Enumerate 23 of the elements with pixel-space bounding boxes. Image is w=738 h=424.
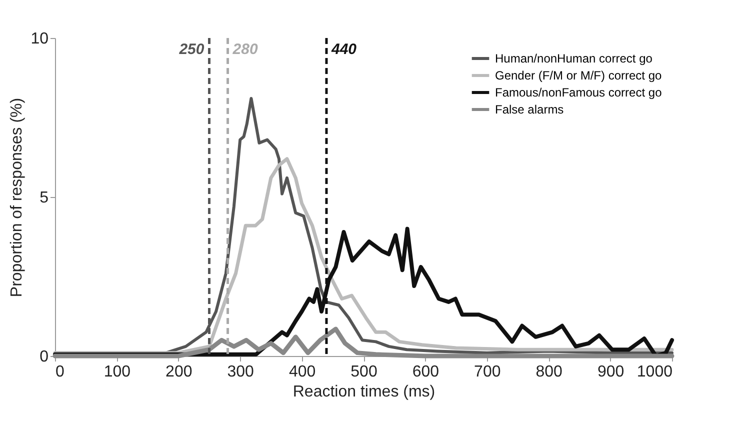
x-tick-label: 600 xyxy=(412,364,440,380)
x-tick-label: 900 xyxy=(597,364,624,380)
y-tick-label: 0 xyxy=(40,348,49,366)
x-tick-label: 200 xyxy=(166,364,192,380)
y-axis-title: Proportion of responses (%) xyxy=(8,98,26,298)
x-tick-label: 400 xyxy=(288,364,316,380)
x-tick-label: 300 xyxy=(227,364,254,380)
legend-label: Gender (F/M or M/F) correct go xyxy=(495,68,662,82)
x-tick-label: 500 xyxy=(350,364,378,380)
x-tick-label: 1000 xyxy=(636,364,673,380)
x-tick-label: 700 xyxy=(474,364,501,380)
x-tick-label: 800 xyxy=(536,364,563,380)
legend-label: Human/nonHuman correct go xyxy=(495,52,653,66)
ref-line-label: 440 xyxy=(330,41,358,58)
ref-line-label: 250 xyxy=(178,41,205,58)
x-tick-label: 0 xyxy=(56,364,64,380)
y-tick-label: 5 xyxy=(40,190,49,206)
ref-line-label: 280 xyxy=(232,41,258,58)
legend-label: False alarms xyxy=(495,102,564,116)
x-tick-label: 100 xyxy=(104,364,131,380)
x-axis-title: Reaction times (ms) xyxy=(292,384,436,400)
legend-label: Famous/nonFamous correct go xyxy=(495,86,662,100)
y-tick-label: 10 xyxy=(30,30,49,48)
